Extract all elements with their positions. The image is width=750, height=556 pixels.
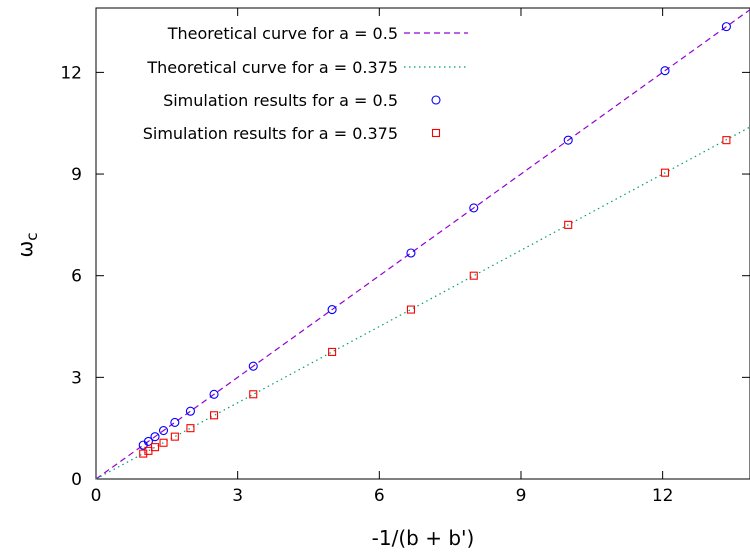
simulation-markers [138,22,731,458]
tick-marks [95,8,750,480]
y-tick-label: 6 [71,267,82,287]
legend-marker-sample [431,95,441,105]
square-point [159,438,168,447]
x-axis-label: -1/(b + b') [372,526,475,550]
legend-label: Theoretical curve for a = 0.375 [146,58,398,77]
square-point [249,390,258,399]
plot-frame [95,7,750,480]
circle-point [170,417,180,427]
square-point [564,220,573,229]
circle-point [327,305,337,315]
theory-line-0 [95,9,750,480]
square-point [139,449,148,458]
legend-label: Simulation results for a = 0.375 [143,124,398,143]
square-point [210,411,219,420]
x-tick-label: 12 [652,486,674,506]
circle-point [563,135,573,145]
circle-point [248,361,258,371]
legend-label: Simulation results for a = 0.5 [163,91,398,110]
x-tick-label: 3 [232,486,243,506]
legend-marker-sample [431,128,441,138]
square-point [150,443,160,452]
y-tick-label: 0 [71,470,82,490]
circle-point [158,425,169,436]
circle-point [469,203,479,213]
x-tick-label: 9 [516,486,527,506]
circle-point [721,22,731,32]
circle-point [660,66,670,76]
circle-point [143,436,153,446]
tick-labels: 0 3 6 9 12 0 3 6 9 12 [60,63,673,506]
square-point [722,136,731,145]
y-tick-label: 9 [71,165,82,185]
square-point [328,347,337,356]
y-axis-label-main: ω [13,241,37,258]
square-point [170,432,179,441]
y-tick-label: 12 [60,63,82,83]
y-axis-label: ωc [13,233,41,258]
circle-point [150,432,160,442]
legend-label: Theoretical curve for a = 0.5 [167,24,398,43]
square-point [660,168,670,177]
circle-point [406,248,416,258]
y-axis-label-subscript: c [23,233,41,241]
theory-line-1 [95,126,750,480]
square-point [469,271,478,280]
square-point [406,305,416,314]
y-tick-label: 3 [71,368,82,388]
x-tick-label: 0 [91,486,102,506]
circle-point [185,406,195,416]
square-point [186,424,195,433]
circle-point [209,389,219,399]
legend: Theoretical curve for a = 0.5 Theoretical… [143,24,468,143]
theory-lines [95,9,750,480]
x-tick-label: 6 [374,486,385,506]
